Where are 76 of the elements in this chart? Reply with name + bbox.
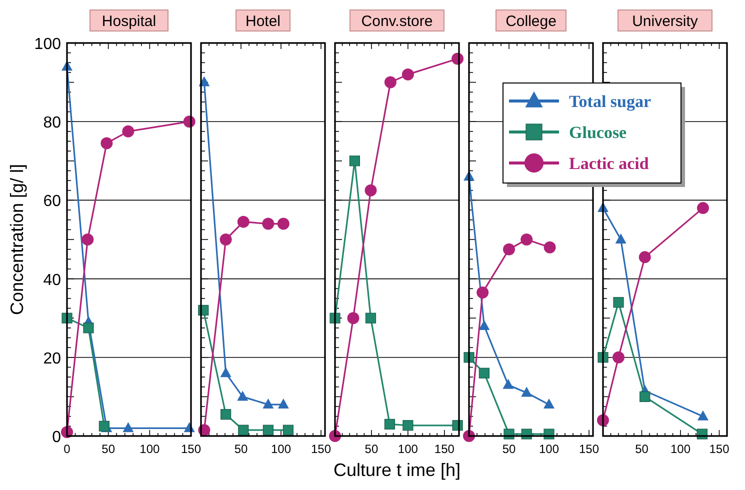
point (262, 398, 274, 409)
point (615, 234, 626, 244)
point (613, 297, 624, 308)
x-axis-title: Culture t ime [h] (333, 460, 461, 480)
chart-title: University (632, 13, 698, 30)
point (220, 234, 232, 246)
point (220, 367, 232, 378)
chart-title: College (506, 13, 556, 30)
chart-title: Conv.store (361, 13, 433, 30)
point (544, 241, 556, 254)
y-tick-label: 40 (43, 272, 62, 289)
point (402, 420, 414, 431)
x-tick-label: 150 (310, 442, 332, 456)
y-tick-label: 100 (34, 36, 62, 53)
point (262, 424, 274, 436)
x-tick-label: 100 (670, 442, 691, 456)
x-tick-label: 50 (102, 442, 116, 456)
point (100, 137, 113, 150)
point (237, 216, 250, 228)
point (198, 76, 210, 86)
point (83, 322, 94, 334)
point (521, 386, 532, 397)
legend-label: Total sugar (569, 92, 652, 111)
x-tick-label: 150 (578, 442, 600, 456)
point (478, 368, 490, 378)
point (697, 410, 708, 420)
point (544, 428, 554, 440)
point (122, 125, 134, 138)
point (98, 420, 110, 432)
x-tick-label: 150 (709, 442, 730, 456)
point (402, 68, 414, 80)
point (544, 398, 554, 409)
y-tick-label: 20 (43, 350, 62, 368)
x-tick-label: 100 (270, 442, 292, 456)
point (502, 378, 514, 389)
point (82, 234, 94, 246)
x-tick-label: 50 (364, 442, 378, 456)
point (384, 418, 396, 430)
chart-title: Hospital (102, 13, 156, 30)
point (262, 218, 274, 230)
x-tick-label: 50 (502, 442, 516, 456)
chart-title: Hotel (245, 13, 281, 30)
point (638, 251, 651, 264)
y-tick-label: 80 (43, 114, 62, 132)
point (612, 351, 624, 364)
y-tick-label: 60 (43, 193, 62, 210)
x-tick-label: 100 (140, 442, 160, 456)
point (282, 424, 294, 436)
point (503, 243, 515, 256)
point (277, 218, 290, 230)
point (478, 320, 490, 330)
y-axis-title: Concentration [g/ l] (7, 164, 27, 316)
point (364, 184, 377, 196)
point (640, 391, 650, 402)
legend-label: Glucose (569, 123, 628, 142)
point (365, 312, 376, 324)
point (122, 422, 134, 432)
point (278, 398, 289, 409)
point (347, 312, 360, 324)
x-tick-label: 150 (434, 442, 455, 456)
point (349, 156, 360, 166)
x-tick-label: 50 (234, 442, 248, 456)
point (696, 202, 709, 214)
x-tick-label: 0 (64, 442, 71, 456)
point (476, 286, 489, 299)
point (384, 76, 396, 88)
point (237, 390, 248, 401)
point (504, 428, 514, 440)
x-tick-label: 50 (635, 442, 649, 456)
x-tick-label: 100 (398, 442, 418, 456)
legend-label: Lactic acid (569, 154, 650, 173)
point (238, 424, 249, 436)
x-tick-label: 150 (180, 442, 202, 456)
x-tick-label: 100 (538, 442, 560, 456)
point (220, 409, 232, 420)
point (520, 234, 533, 246)
